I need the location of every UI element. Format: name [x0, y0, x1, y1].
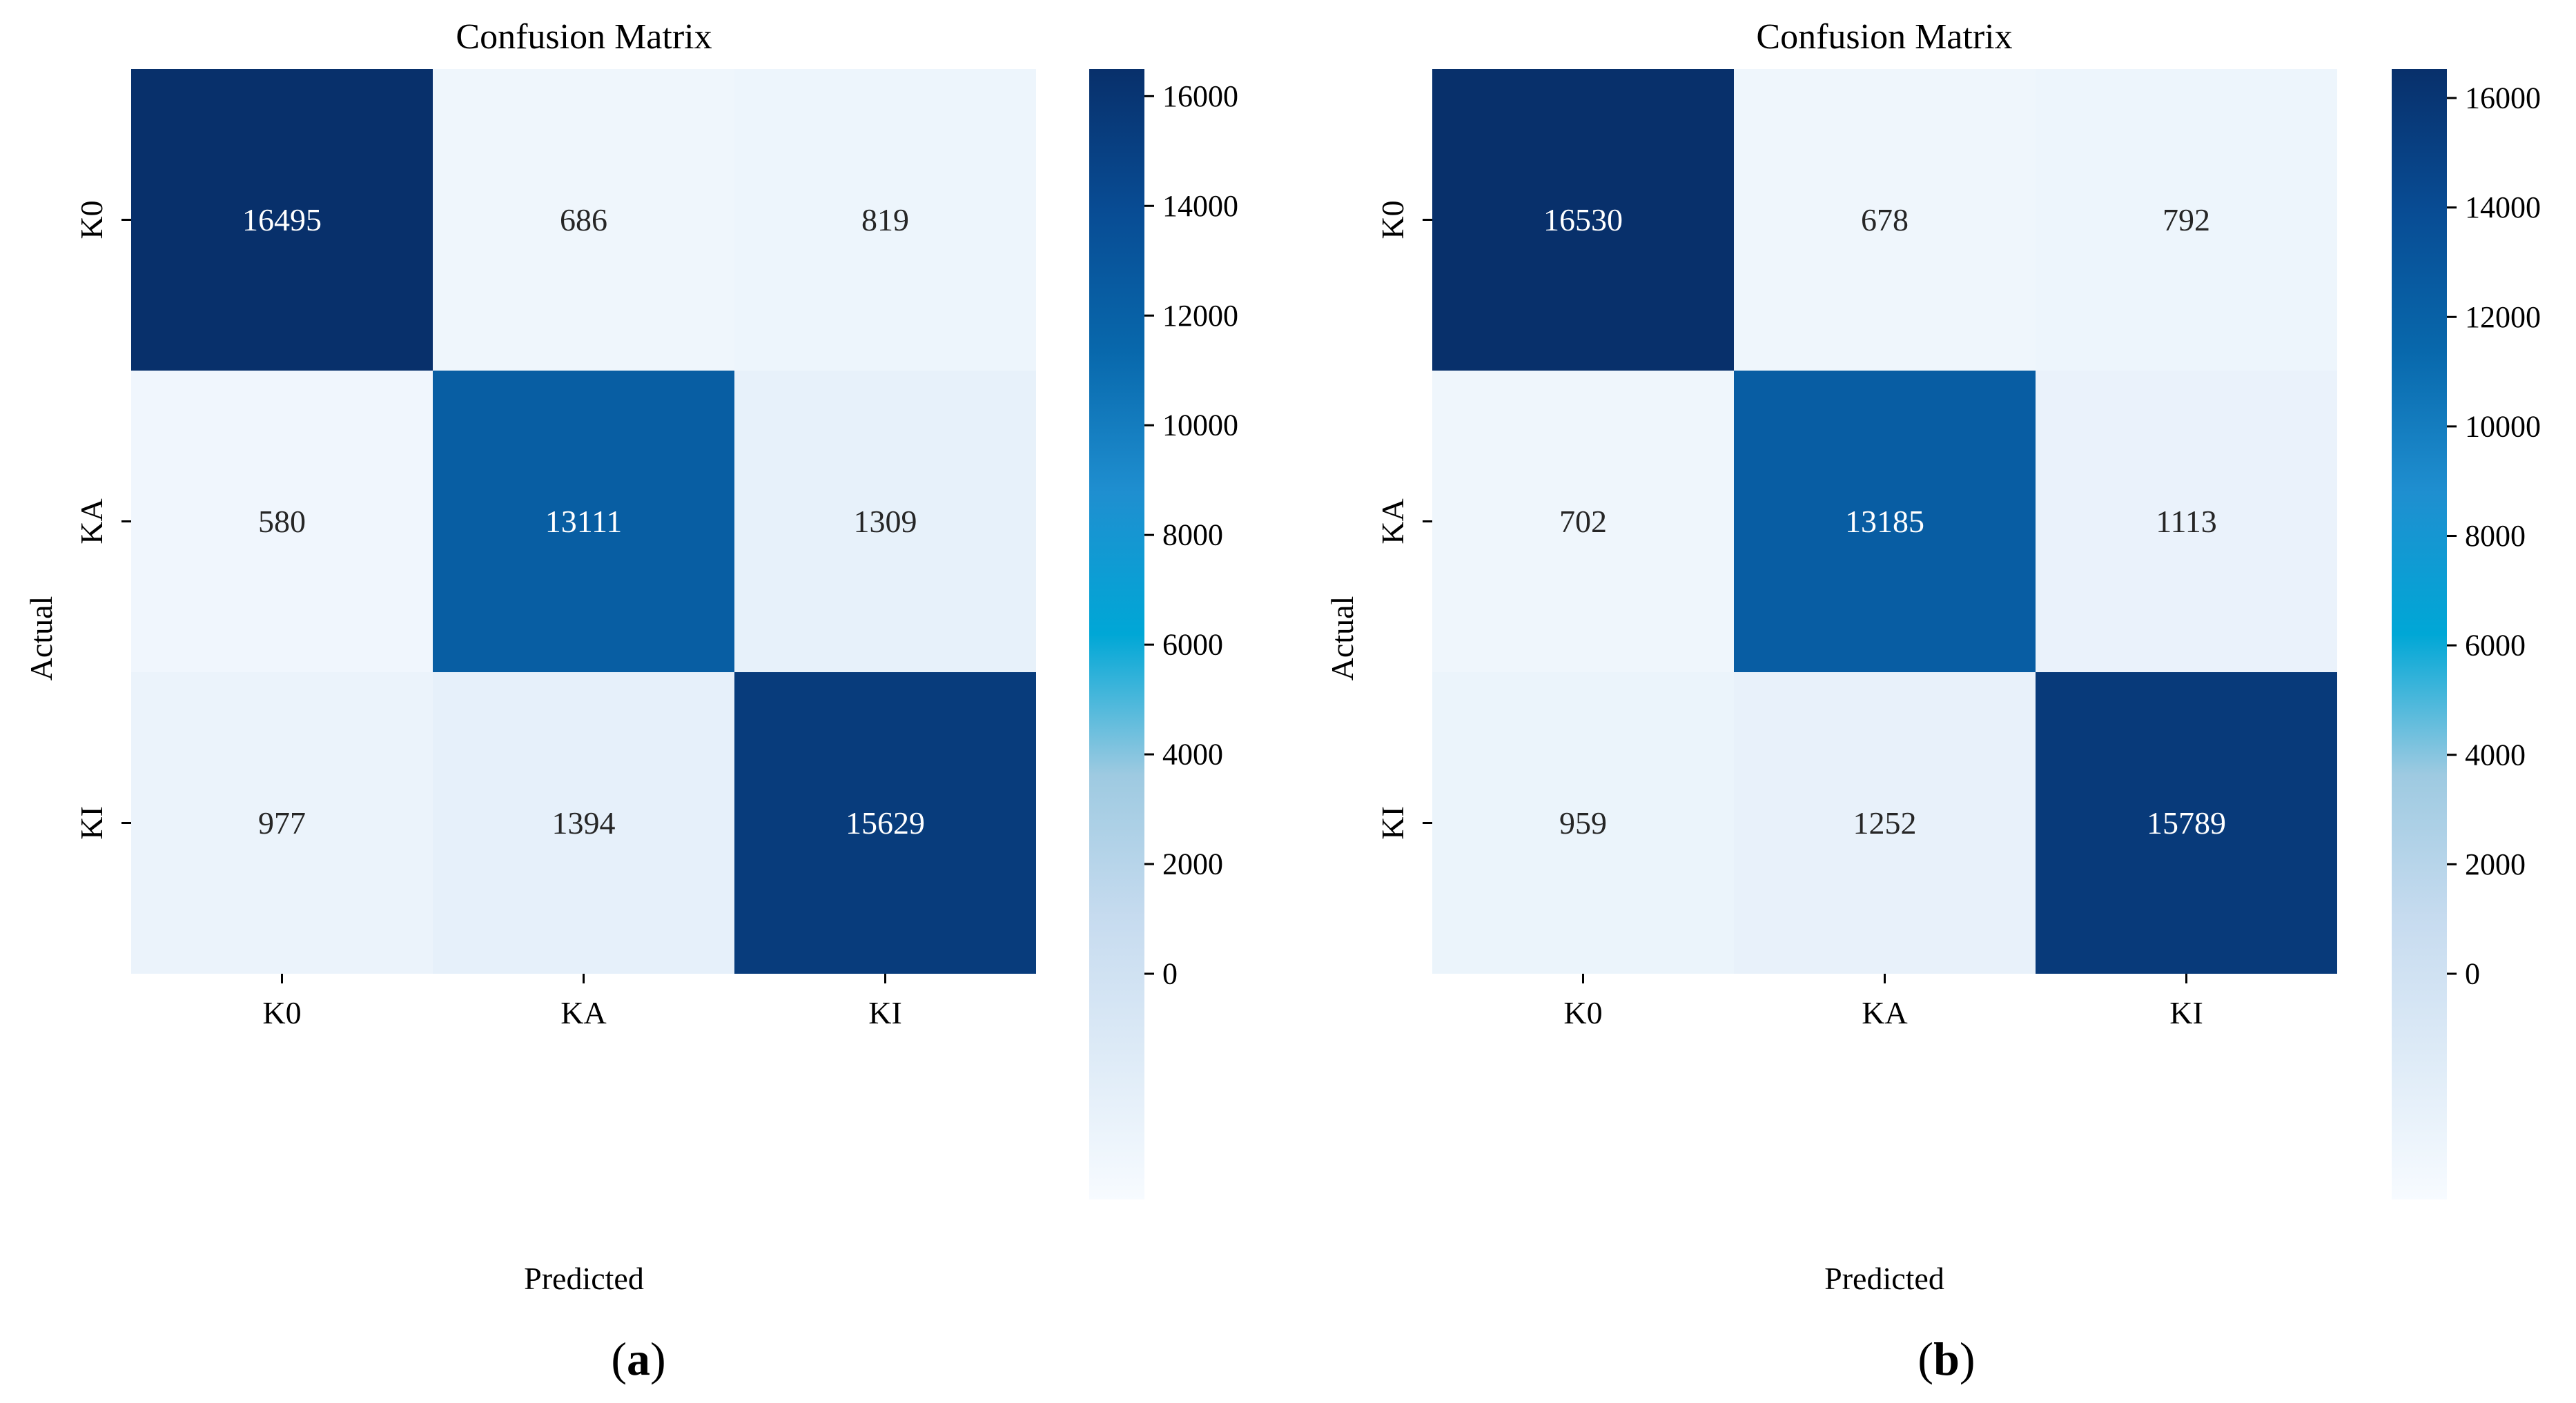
- heatmap-cell: [1734, 371, 2036, 672]
- colorbar-tick-label: 10000: [2465, 409, 2541, 443]
- colorbar-ticks: 0 2000 4000 6000 8000 10000 12000 14000 16000: [1144, 79, 1238, 991]
- cell-value-label: 13111: [545, 504, 623, 539]
- colorbar-tick-label: 12000: [2465, 300, 2541, 334]
- colorbar-ticks: 0 2000 4000 6000 8000 10000 12000 14000 16000: [2447, 81, 2541, 991]
- heatmap-cell: [1432, 69, 1734, 371]
- x-tick-label: K0: [262, 995, 301, 1030]
- x-axis-ticks: K0 KA KI: [1563, 974, 2203, 1030]
- cell-value-label: 1394: [552, 805, 616, 841]
- y-tick-label: K0: [1375, 200, 1410, 239]
- y-tick-label: KA: [1375, 498, 1410, 544]
- colorbar-tick-label: 12000: [1162, 299, 1238, 333]
- panel-label-a: (a): [611, 1333, 665, 1385]
- colorbar: [1089, 69, 1144, 1199]
- x-axis-label: Predicted: [524, 1261, 644, 1296]
- y-axis-ticks: K0 KA KI: [1375, 200, 1432, 840]
- cell-value-label: 15789: [2147, 805, 2226, 841]
- colorbar-tick-label: 0: [2465, 957, 2480, 991]
- colorbar-tick-label: 2000: [1162, 847, 1223, 881]
- colorbar-tick-label: 16000: [2465, 81, 2541, 115]
- heatmap-cell: [1432, 371, 1734, 672]
- y-tick-label: KI: [1375, 806, 1410, 840]
- y-axis-label: Actual: [23, 596, 59, 681]
- heatmap-cell: [2036, 371, 2337, 672]
- colorbar-tick-label: 4000: [2465, 738, 2526, 772]
- colorbar: [2392, 69, 2447, 1199]
- colorbar-tick-label: 2000: [2465, 847, 2526, 881]
- cell-value-label: 1252: [1853, 805, 1917, 841]
- panel-label-b: (b): [1918, 1333, 1975, 1385]
- chart-title: Confusion Matrix: [456, 17, 712, 57]
- x-tick-label: KI: [2169, 995, 2203, 1030]
- cell-value-label: 16530: [1543, 202, 1623, 237]
- heatmap-cell: [1734, 69, 2036, 371]
- y-axis-label: Actual: [1325, 596, 1360, 681]
- confusion-matrix-panel-a: Confusion Matrix 16495 686 819 580 13111 1309…: [23, 17, 1238, 1385]
- heatmap-cell: [131, 69, 433, 371]
- heatmap-cell: [433, 672, 734, 974]
- heatmap-cells: [131, 69, 1036, 974]
- cell-value-label: 1309: [854, 504, 917, 539]
- heatmap-cells: [1432, 69, 2337, 974]
- heatmap-cell: [734, 69, 1036, 371]
- heatmap-cell: [433, 69, 734, 371]
- cell-value-label: 977: [258, 805, 306, 841]
- x-axis-label: Predicted: [1824, 1261, 1944, 1296]
- colorbar-tick-label: 8000: [1162, 518, 1223, 552]
- heatmap-cell: [2036, 69, 2337, 371]
- cell-value-label: 580: [258, 504, 306, 539]
- x-tick-label: KA: [1862, 995, 1907, 1030]
- y-tick-label: KI: [74, 806, 109, 840]
- colorbar-tick-label: 8000: [2465, 519, 2526, 553]
- colorbar-tick-label: 4000: [1162, 738, 1223, 772]
- colorbar-tick-label: 6000: [2465, 629, 2526, 663]
- x-axis-ticks: K0 KA KI: [262, 974, 902, 1030]
- heatmap-cell-labels: 16530 678 792 702 13185 1113 959 1252 15789: [1543, 202, 2226, 841]
- colorbar-tick-label: 14000: [1162, 189, 1238, 223]
- heatmap-cell: [734, 672, 1036, 974]
- confusion-matrix-panel-b: Confusion Matrix 16530 678 792 702 13185 1113…: [1325, 17, 2541, 1385]
- heatmap-cell: [734, 371, 1036, 672]
- x-tick-label: K0: [1563, 995, 1602, 1030]
- cell-value-label: 13185: [1845, 504, 1924, 539]
- colorbar-tick-label: 0: [1162, 957, 1178, 991]
- cell-value-label: 16495: [242, 202, 322, 237]
- cell-value-label: 959: [1559, 805, 1607, 841]
- heatmap-cell: [2036, 672, 2337, 974]
- heatmap-cell: [1734, 672, 2036, 974]
- cell-value-label: 819: [861, 202, 909, 237]
- cell-value-label: 792: [2163, 202, 2210, 237]
- heatmap-cell-labels: 16495 686 819 580 13111 1309 977 1394 15629: [242, 202, 925, 841]
- heatmap-cell: [131, 371, 433, 672]
- y-tick-label: KA: [74, 498, 109, 544]
- colorbar-tick-label: 10000: [1162, 409, 1238, 442]
- x-tick-label: KA: [560, 995, 606, 1030]
- cell-value-label: 702: [1559, 504, 1607, 539]
- x-tick-label: KI: [868, 995, 902, 1030]
- colorbar-tick-label: 14000: [2465, 190, 2541, 224]
- cell-value-label: 678: [1861, 202, 1909, 237]
- cell-value-label: 1113: [2156, 504, 2217, 539]
- cell-value-label: 686: [560, 202, 607, 237]
- y-axis-ticks: K0 KA KI: [74, 200, 131, 840]
- colorbar-tick-label: 6000: [1162, 628, 1223, 662]
- heatmap-cell: [131, 672, 433, 974]
- y-tick-label: K0: [74, 200, 109, 239]
- heatmap-cell: [1432, 672, 1734, 974]
- heatmap-cell: [433, 371, 734, 672]
- chart-title: Confusion Matrix: [1756, 17, 2012, 57]
- colorbar-tick-label: 16000: [1162, 79, 1238, 113]
- cell-value-label: 15629: [846, 805, 925, 841]
